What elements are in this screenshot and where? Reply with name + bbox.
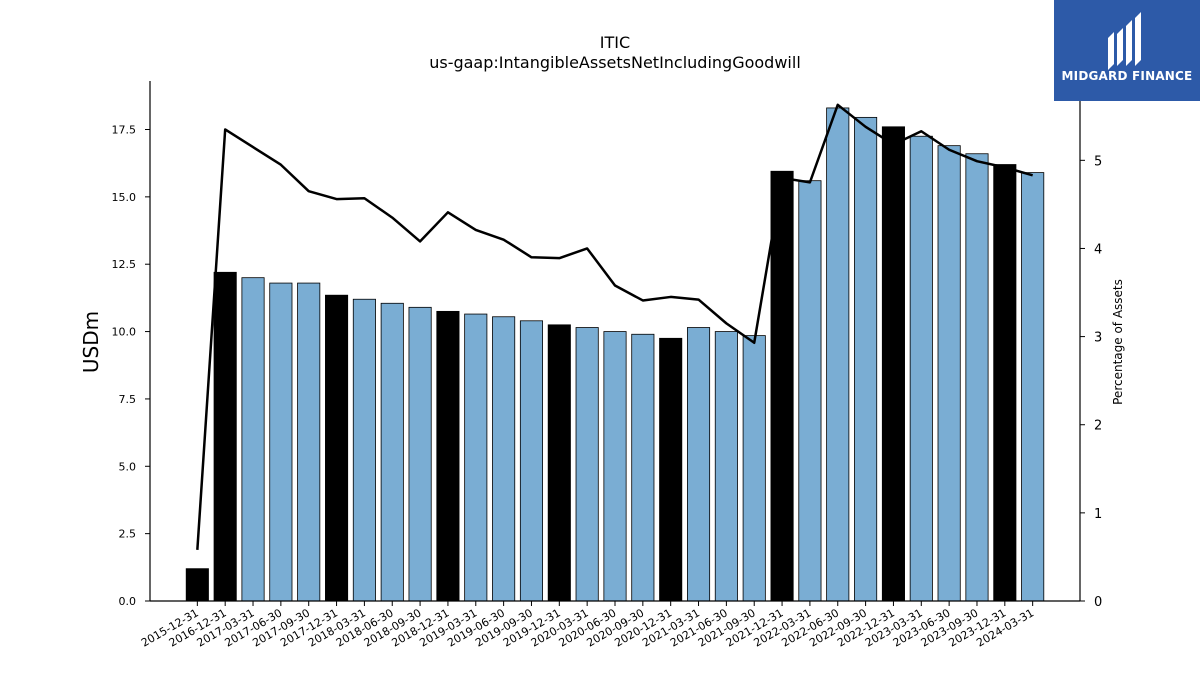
bar-2021-03-31	[686, 327, 711, 602]
y2-tick-label: 4	[1094, 242, 1102, 257]
bar-2018-06-30	[380, 302, 404, 602]
bar-2020-06-30	[603, 331, 627, 602]
bar-2017-12-31	[325, 294, 349, 602]
bar-2023-03-31	[909, 135, 933, 602]
y-tick-label: 17.5	[112, 123, 137, 136]
y-tick-label: 5.0	[119, 460, 137, 473]
bar-2019-12-31	[547, 324, 571, 602]
bar-2019-06-30	[492, 316, 516, 602]
bar-2021-09-30	[742, 335, 766, 602]
bar-2022-03-31	[798, 180, 822, 602]
bar-2022-06-30	[826, 107, 850, 602]
chart-title: ITIC	[600, 33, 630, 52]
bar-2023-09-30	[965, 153, 989, 602]
bar-2021-12-31	[770, 170, 794, 602]
bar-2017-03-31	[241, 277, 265, 602]
line-series-percentage	[196, 103, 1034, 550]
chart-subtitle: us-gaap:IntangibleAssetsNetIncludingGood…	[429, 53, 801, 72]
bar-2017-09-30	[297, 282, 321, 602]
bar-2021-06-30	[714, 331, 738, 602]
y2-tick-label: 2	[1094, 419, 1102, 434]
logo-text: MIDGARD FINANCE	[1061, 69, 1193, 83]
bar-2020-09-30	[631, 333, 655, 602]
y2-tick-label: 0	[1094, 595, 1102, 610]
y-tick-label: 15.0	[112, 191, 137, 204]
y-axis-label: USDm	[79, 311, 103, 373]
bar-2018-03-31	[352, 298, 376, 602]
bar-2023-06-30	[937, 145, 961, 602]
bar-2018-09-30	[408, 306, 432, 602]
bar-2024-03-31	[1021, 172, 1045, 602]
bar-2019-03-31	[464, 313, 488, 602]
bar-2016-12-31	[213, 271, 237, 602]
bar-2023-12-31	[993, 164, 1017, 602]
bar-2020-12-31	[659, 337, 683, 602]
logo: MIDGARD FINANCE	[1054, 0, 1200, 101]
bar-2017-06-30	[269, 282, 293, 602]
bar-2018-12-31	[436, 310, 460, 602]
y2-tick-label: 3	[1094, 331, 1102, 346]
y-tick-label: 12.5	[112, 258, 137, 271]
y2-axis-label: Percentage of Assets	[1111, 279, 1125, 405]
line-layer	[196, 103, 1034, 550]
bar-2015-12-31	[185, 568, 209, 602]
bars	[185, 107, 1045, 602]
y-tick-label: 10.0	[112, 326, 137, 339]
y-tick-label: 2.5	[119, 528, 137, 541]
bar-2019-09-30	[519, 320, 544, 602]
y-tick-label: 7.5	[119, 393, 137, 406]
bar-2020-03-31	[575, 327, 599, 602]
y-tick-label: 0.0	[119, 595, 137, 608]
bar-2022-12-31	[881, 126, 905, 602]
y2-tick-label: 1	[1094, 507, 1102, 522]
y2-tick-label: 5	[1094, 154, 1102, 169]
logo-mark-icon	[1108, 12, 1141, 70]
bar-2022-09-30	[854, 116, 878, 602]
